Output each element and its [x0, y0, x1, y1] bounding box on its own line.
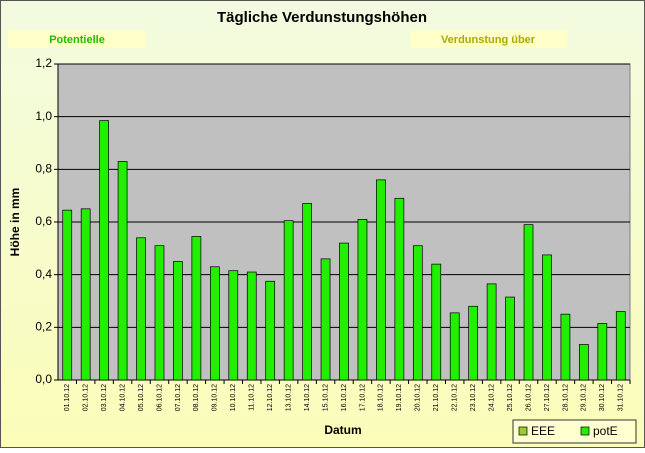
bar — [246, 271, 257, 381]
x-tick-label: 04.10.12 — [119, 384, 126, 411]
bar — [283, 220, 294, 381]
annotation-box — [8, 30, 146, 48]
bar — [302, 203, 312, 381]
legend-label: potE — [593, 424, 618, 438]
y-axis-label: Höhe in mm — [8, 188, 22, 257]
x-tick-label: 27.10.12 — [544, 384, 551, 411]
x-tick-label: 11.10.12 — [249, 384, 256, 411]
legend-swatch — [580, 426, 590, 436]
y-tick-label: 0,6 — [35, 214, 52, 228]
bar — [505, 296, 515, 381]
bar — [173, 261, 183, 381]
x-tick-label: 03.10.12 — [101, 384, 108, 411]
bar — [80, 208, 91, 381]
x-tick-label: 10.10.12 — [230, 384, 237, 411]
bar — [265, 280, 276, 381]
x-tick-label: 21.10.12 — [433, 384, 440, 411]
x-tick-label: 20.10.12 — [415, 384, 422, 411]
bar — [357, 219, 368, 381]
y-tick-label: 0,8 — [35, 162, 52, 176]
x-tick-label: 17.10.12 — [359, 384, 366, 411]
x-tick-label: 24.10.12 — [488, 384, 495, 411]
x-tick-label: 23.10.12 — [470, 384, 477, 411]
x-tick-label: 30.10.12 — [599, 384, 606, 411]
bar — [209, 266, 220, 381]
bar — [376, 179, 386, 381]
bar — [468, 305, 479, 381]
bar — [431, 263, 442, 381]
x-tick-label: 01.10.12 — [64, 384, 71, 411]
annotation-box — [410, 30, 567, 48]
legend-label: EEE — [531, 424, 555, 438]
x-tick-label: 09.10.12 — [212, 384, 219, 411]
bar — [62, 209, 73, 381]
x-tick-label: 26.10.12 — [525, 384, 532, 411]
x-tick-label: 05.10.12 — [138, 384, 145, 411]
x-tick-label: 08.10.12 — [193, 384, 200, 411]
bar — [597, 323, 608, 381]
x-tick-label: 12.10.12 — [267, 384, 274, 411]
bar — [394, 197, 405, 381]
x-tick-label: 02.10.12 — [83, 384, 90, 411]
chart-title: Tägliche Verdunstungshöhen — [217, 9, 427, 26]
y-tick-label: 1,2 — [35, 56, 52, 70]
x-axis-label: Datum — [324, 423, 361, 437]
bar — [579, 344, 589, 381]
x-tick-label: 19.10.12 — [396, 384, 403, 411]
bar — [99, 120, 109, 381]
bar — [320, 258, 331, 381]
bar — [486, 283, 497, 381]
annotation: Potentielle — [49, 34, 105, 46]
bar — [560, 313, 571, 381]
y-tick-label: 0,2 — [35, 320, 52, 334]
x-tick-label: 22.10.12 — [452, 384, 459, 411]
bar — [117, 161, 128, 381]
y-tick-label: 0,0 — [35, 372, 52, 386]
bar — [136, 237, 146, 381]
x-tick-label: 15.10.12 — [322, 384, 329, 411]
x-tick-label: 28.10.12 — [562, 384, 569, 411]
bar — [154, 245, 165, 381]
x-tick-label: 18.10.12 — [378, 384, 385, 411]
x-tick-label: 06.10.12 — [156, 384, 163, 411]
legend-swatch — [518, 426, 528, 436]
legend — [512, 419, 637, 444]
x-tick-label: 13.10.12 — [285, 384, 292, 411]
x-tick-label: 29.10.12 — [581, 384, 588, 411]
bar — [542, 254, 552, 381]
x-tick-label: 25.10.12 — [507, 384, 514, 411]
bar — [339, 242, 349, 381]
x-tick-label: 07.10.12 — [175, 384, 182, 411]
bar — [228, 270, 239, 381]
y-tick-label: 0,4 — [35, 267, 52, 281]
bar — [449, 312, 460, 381]
annotation: Verdunstung über — [441, 34, 536, 46]
x-tick-label: 16.10.12 — [341, 384, 348, 411]
bar — [191, 236, 202, 381]
x-tick-label: 14.10.12 — [304, 384, 311, 411]
y-tick-label: 1,0 — [35, 109, 52, 123]
x-tick-label: 31.10.12 — [618, 384, 625, 411]
bar — [412, 245, 423, 381]
bar — [523, 224, 534, 381]
bar — [615, 311, 626, 381]
